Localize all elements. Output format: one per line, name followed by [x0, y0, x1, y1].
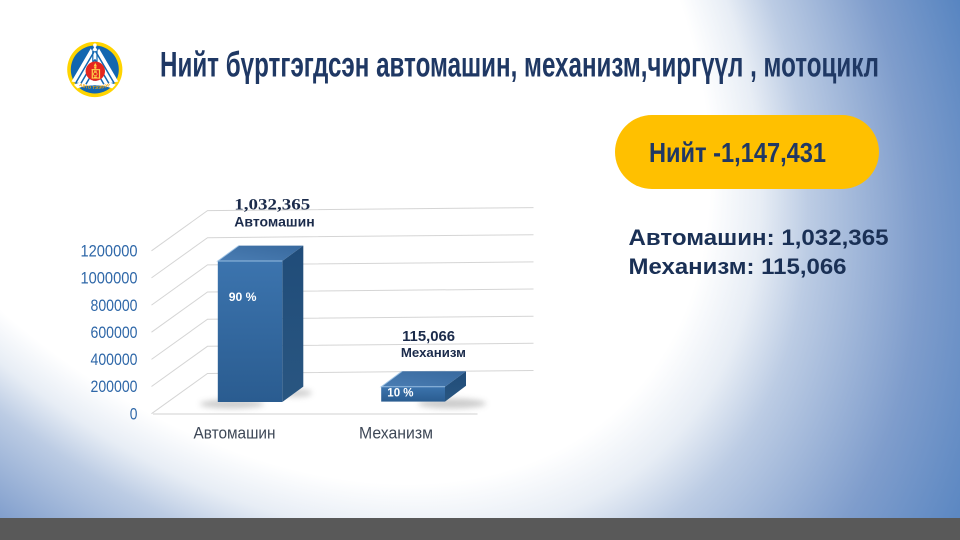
svg-text:1000000: 1000000 — [81, 269, 138, 288]
svg-text:Автомашин: 1,032,365: Автомашин: 1,032,365 — [629, 225, 889, 250]
svg-text:90 %: 90 % — [229, 290, 257, 304]
svg-text:АВТО ТЭЭВЭР: АВТО ТЭЭВЭР — [79, 82, 111, 90]
svg-text:115,066: 115,066 — [402, 328, 455, 345]
svg-text:800000: 800000 — [91, 296, 138, 315]
svg-text:10 %: 10 % — [387, 387, 413, 399]
svg-text:Механизм: Механизм — [359, 423, 433, 442]
svg-text:Нийт бүртгэгдсэн автомашин, ме: Нийт бүртгэгдсэн автомашин, механизм,чир… — [160, 46, 879, 85]
svg-text:400000: 400000 — [91, 350, 138, 369]
svg-text:Автомашин: Автомашин — [194, 423, 276, 442]
svg-text:1,032,365: 1,032,365 — [234, 197, 310, 214]
svg-text:Нийт -1,147,431: Нийт -1,147,431 — [649, 137, 826, 168]
svg-text:600000: 600000 — [91, 323, 138, 342]
svg-text:Автомашин: Автомашин — [234, 214, 314, 229]
svg-text:0: 0 — [130, 404, 138, 423]
svg-text:Механизм: Механизм — [401, 345, 466, 360]
svg-text:200000: 200000 — [91, 377, 138, 396]
svg-text:1200000: 1200000 — [81, 242, 138, 261]
svg-text:Механизм: 115,066: Механизм: 115,066 — [629, 254, 847, 279]
